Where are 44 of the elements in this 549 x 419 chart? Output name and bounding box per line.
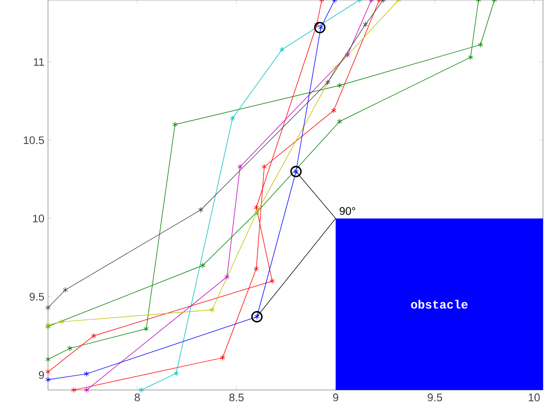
point xyxy=(230,115,236,122)
point xyxy=(478,42,484,48)
y-tick-label: 10 xyxy=(33,214,44,222)
point xyxy=(59,318,64,325)
point xyxy=(67,345,72,352)
point xyxy=(224,274,230,280)
point xyxy=(210,306,215,313)
point xyxy=(362,22,368,28)
point xyxy=(251,311,263,322)
y-tick-label: 10.5 xyxy=(24,136,44,144)
point xyxy=(254,204,259,210)
point xyxy=(337,118,342,124)
point xyxy=(345,52,350,58)
annotation: obstacle xyxy=(411,300,468,309)
point xyxy=(331,108,336,114)
point xyxy=(314,22,326,34)
annotation: 90° xyxy=(340,207,356,215)
point xyxy=(325,79,330,86)
x-tick-label: 9.5 xyxy=(428,394,442,402)
x-tick-label: 8 xyxy=(134,394,140,402)
y-tick-label: 11 xyxy=(34,58,44,66)
point xyxy=(468,54,474,60)
point xyxy=(174,370,179,376)
y-tick-label: 9.5 xyxy=(30,292,44,301)
point xyxy=(270,278,275,284)
point xyxy=(172,122,178,128)
point xyxy=(91,332,96,339)
x-tick-label: 9 xyxy=(333,394,338,402)
x-tick-label: 10 xyxy=(528,394,540,402)
point xyxy=(62,286,68,293)
point xyxy=(333,65,338,72)
point xyxy=(84,370,90,377)
point xyxy=(280,46,285,52)
x-tick-label: 8.5 xyxy=(229,394,244,402)
point xyxy=(290,166,302,178)
point xyxy=(254,266,259,272)
point xyxy=(238,164,243,170)
point xyxy=(198,206,204,213)
point xyxy=(262,164,267,170)
point xyxy=(200,262,206,268)
point xyxy=(144,326,149,332)
point xyxy=(337,82,342,88)
y-tick-label: 9 xyxy=(38,371,44,379)
point xyxy=(220,354,226,361)
